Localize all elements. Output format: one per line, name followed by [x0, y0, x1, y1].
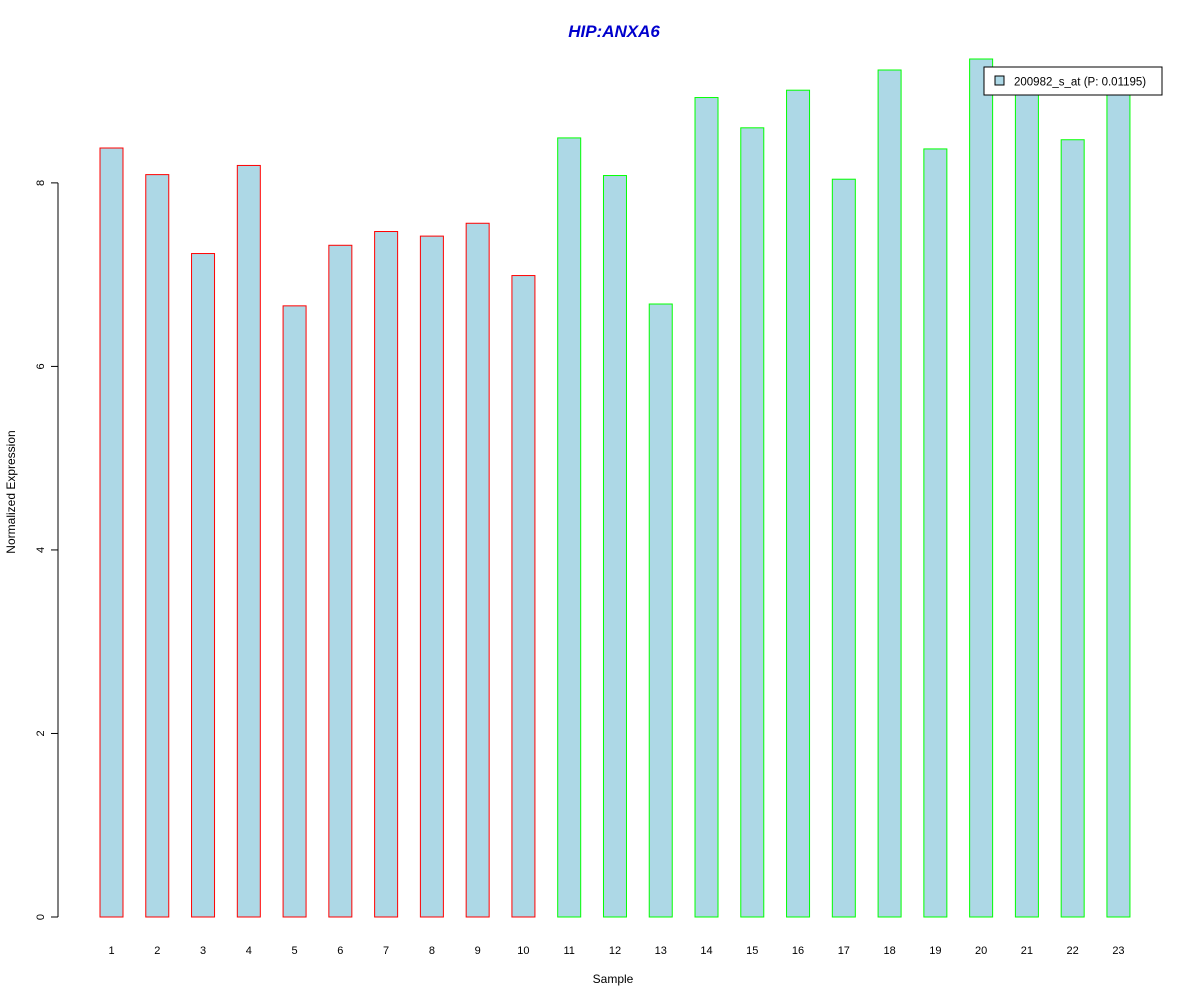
x-tick-label: 18: [883, 945, 895, 957]
bar-sample-5: [282, 305, 307, 918]
x-tick-label: 9: [475, 945, 481, 957]
bar-sample-14: [694, 97, 719, 918]
x-tick-label: 14: [700, 945, 712, 957]
x-tick-label: 16: [792, 945, 804, 957]
x-tick-label: 21: [1021, 945, 1033, 957]
x-tick-label: 4: [246, 945, 252, 957]
y-axis-label: Normalized Expression: [4, 430, 18, 553]
bar-sample-8: [419, 235, 444, 918]
y-tick-label: 6: [35, 363, 47, 369]
y-tick-label: 4: [35, 547, 47, 553]
x-tick-label: 13: [655, 945, 667, 957]
x-tick-label: 19: [929, 945, 941, 957]
x-tick-label: 10: [517, 945, 529, 957]
bar-sample-22: [1060, 139, 1085, 918]
legend-swatch: [994, 75, 1005, 86]
legend-box: [983, 66, 1163, 96]
bar-sample-15: [740, 127, 765, 918]
bar-sample-12: [602, 175, 627, 918]
bar-sample-11: [557, 137, 582, 918]
y-tick-label: 8: [35, 180, 47, 186]
bar-sample-6: [328, 244, 353, 918]
legend: 200982_s_at (P: 0.01195): [983, 66, 1163, 96]
y-tick-label: 2: [35, 730, 47, 736]
bar-sample-20: [969, 58, 994, 918]
chart-title: HIP:ANXA6: [568, 22, 660, 41]
x-tick-label: 1: [108, 945, 114, 957]
y-tick-label: 0: [35, 914, 47, 920]
bar-sample-18: [877, 69, 902, 918]
y-axis: 0 2 4 6 8: [35, 180, 59, 920]
x-tick-label: 8: [429, 945, 435, 957]
bar-sample-13: [648, 303, 673, 918]
x-tick-label: 23: [1112, 945, 1124, 957]
x-tick-label: 20: [975, 945, 987, 957]
x-tick-label: 2: [154, 945, 160, 957]
x-tick-labels: 1 2 3 4 5 6 7 8 9 10 11 12 13 14 15 16 17 18 19 20 21 22 23: [108, 945, 1124, 957]
x-tick-label: 15: [746, 945, 758, 957]
bars-group: [99, 58, 1131, 918]
bar-sample-4: [236, 164, 261, 918]
x-tick-label: 12: [609, 945, 621, 957]
x-axis-label: Sample: [593, 972, 634, 986]
bar-sample-23: [1106, 81, 1131, 918]
legend-label: 200982_s_at (P: 0.01195): [1014, 77, 1146, 89]
bar-sample-16: [786, 89, 811, 918]
bar-sample-21: [1014, 92, 1039, 918]
bar-sample-10: [511, 275, 536, 918]
bar-sample-2: [145, 174, 170, 918]
bar-sample-1: [99, 147, 124, 918]
x-tick-label: 17: [838, 945, 850, 957]
bar-sample-9: [465, 222, 490, 918]
bar-sample-7: [374, 231, 399, 918]
x-tick-label: 7: [383, 945, 389, 957]
bar-sample-3: [191, 253, 216, 918]
x-tick-label: 6: [337, 945, 343, 957]
bar-sample-17: [831, 178, 856, 918]
x-tick-label: 3: [200, 945, 206, 957]
x-tick-label: 11: [563, 945, 574, 957]
bar-sample-19: [923, 148, 948, 918]
x-tick-label: 5: [292, 945, 298, 957]
x-tick-label: 22: [1067, 945, 1079, 957]
